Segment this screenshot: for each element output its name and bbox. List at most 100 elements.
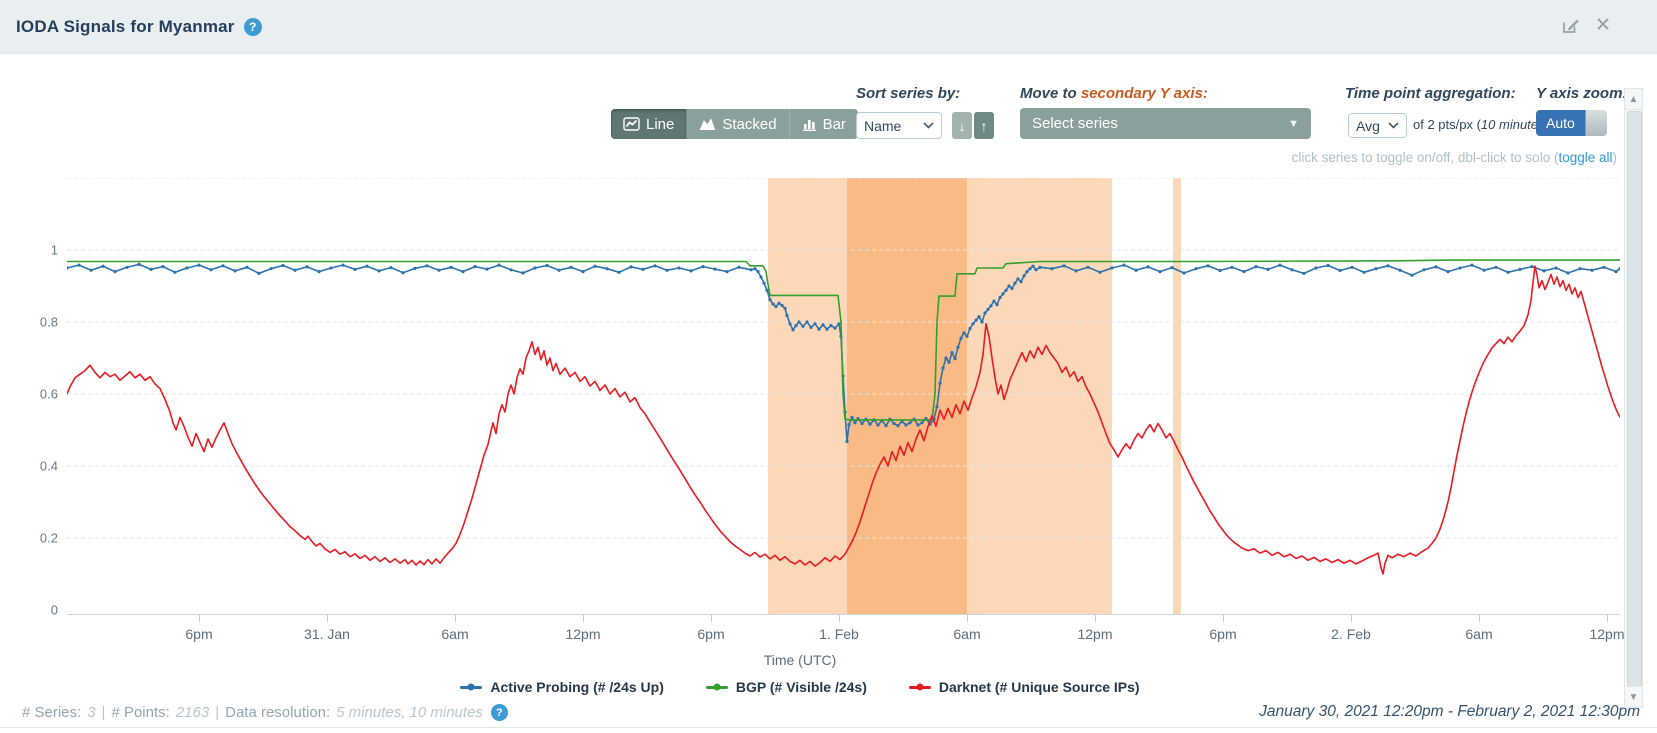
series-marker	[1314, 266, 1318, 270]
series-marker	[1062, 264, 1066, 268]
series-marker	[497, 263, 501, 267]
series-marker	[1482, 268, 1486, 272]
footer-help-icon[interactable]: ?	[490, 704, 508, 721]
edit-icon[interactable]	[1560, 15, 1581, 36]
series-marker	[1530, 265, 1534, 269]
series-marker	[1494, 265, 1498, 269]
toggle-knob[interactable]	[1584, 110, 1607, 136]
sort-descending-button[interactable]: ↓	[952, 112, 972, 139]
scrollbar-thumb[interactable]	[1627, 111, 1642, 687]
series-marker	[1554, 266, 1558, 270]
chart-type-bar-button[interactable]: Bar	[790, 109, 858, 139]
x-tick-mark	[1351, 615, 1352, 622]
secondary-axis-select[interactable]: Select series ▼	[1020, 108, 1311, 139]
series-marker	[756, 270, 760, 274]
legend-marker-icon	[460, 683, 483, 691]
legend-item[interactable]: BGP (# Visible /24s)	[705, 679, 867, 695]
legend-item[interactable]: Active Probing (# /24s Up)	[460, 679, 664, 695]
series-marker	[785, 313, 789, 318]
chart-type-line-button[interactable]: Line	[611, 109, 688, 139]
series-marker	[1566, 271, 1570, 275]
series-line[interactable]	[67, 265, 1620, 575]
chart-plot-area[interactable]	[67, 178, 1620, 615]
series-marker	[1158, 270, 1162, 274]
vertical-scrollbar[interactable]: ▲ ▼	[1624, 88, 1643, 708]
series-marker	[713, 267, 717, 271]
series-marker	[968, 326, 972, 331]
y-tick-label: 0.2	[39, 530, 58, 546]
title-help-icon[interactable]: ?	[243, 17, 262, 36]
chart-legend: Active Probing (# /24s Up) BGP (# Visible…	[0, 679, 1600, 695]
scrollbar-up-arrow[interactable]: ▲	[1625, 89, 1642, 110]
scrollbar-down-arrow[interactable]: ▼	[1625, 686, 1642, 707]
series-marker	[629, 265, 633, 269]
x-tick-label: 12pm	[565, 626, 601, 642]
series-marker	[908, 421, 912, 425]
toggle-label: Auto	[1536, 110, 1585, 136]
sort-ascending-button[interactable]: ↑	[974, 112, 994, 139]
series-marker	[1518, 267, 1522, 271]
series-marker	[956, 345, 960, 349]
series-marker	[1266, 267, 1270, 271]
series-marker	[938, 381, 942, 385]
legend-item[interactable]: Darknet (# Unique Source IPs)	[908, 679, 1140, 695]
line-chart-icon	[623, 117, 640, 131]
series-marker	[1019, 280, 1023, 284]
series-marker	[980, 320, 984, 324]
series-marker	[725, 270, 729, 274]
series-marker	[233, 269, 237, 273]
series-marker	[521, 271, 525, 275]
footer-stats: # Series: 3 | # Points: 2163 | Data reso…	[22, 704, 508, 721]
widget-header: IODA Signals for Myanmar ?	[0, 0, 1657, 54]
sort-by-select[interactable]: Name	[856, 112, 942, 139]
series-marker	[920, 421, 924, 425]
series-marker	[1374, 267, 1378, 271]
y-tick-label: 0.6	[39, 386, 58, 402]
legend-label: Darknet (# Unique Source IPs)	[938, 679, 1140, 695]
series-marker	[1007, 284, 1011, 288]
secondary-axis-label: Move to secondary Y axis:	[1020, 85, 1208, 102]
series-line[interactable]	[67, 259, 1620, 421]
aggregation-select[interactable]: Avg	[1348, 113, 1407, 138]
series-marker	[850, 415, 854, 419]
series-marker	[1386, 264, 1390, 268]
series-marker	[1074, 269, 1078, 273]
series-marker	[1110, 266, 1114, 270]
y-tick-label: 1	[50, 242, 58, 258]
series-marker	[197, 263, 201, 267]
series-marker	[569, 265, 573, 269]
series-marker	[959, 336, 963, 340]
series-marker	[485, 267, 489, 271]
series-marker	[257, 271, 261, 275]
series-marker	[1398, 268, 1402, 272]
series-marker	[1086, 265, 1090, 269]
series-hint: click series to toggle on/off, dbl-click…	[1291, 150, 1617, 165]
series-marker	[780, 303, 784, 307]
series-line[interactable]	[67, 263, 1620, 443]
series-marker	[1031, 264, 1035, 268]
toggle-all-link[interactable]: toggle all	[1558, 150, 1613, 165]
x-tick-label: 6am	[441, 626, 469, 642]
series-marker	[825, 327, 829, 331]
series-marker	[1542, 269, 1546, 273]
x-tick-label: 1. Feb	[819, 626, 859, 642]
x-tick-mark	[1095, 615, 1096, 622]
sort-series-label: Sort series by:	[856, 85, 961, 102]
series-marker	[995, 303, 999, 307]
series-marker	[677, 266, 681, 270]
x-tick-label: 6am	[1465, 626, 1493, 642]
series-marker	[992, 299, 996, 303]
series-marker	[797, 320, 801, 324]
chart-type-stacked-button[interactable]: Stacked	[687, 109, 790, 139]
series-marker	[317, 270, 321, 274]
series-marker	[986, 307, 990, 311]
y-axis-zoom-toggle[interactable]: Auto	[1536, 110, 1607, 136]
series-marker	[805, 320, 809, 324]
aggregation-label: Time point aggregation:	[1345, 85, 1516, 102]
series-marker	[545, 263, 549, 268]
series-marker	[221, 264, 225, 268]
series-marker	[1434, 265, 1438, 269]
close-icon[interactable]	[1594, 15, 1615, 36]
series-marker	[293, 268, 297, 272]
series-marker	[944, 356, 948, 360]
